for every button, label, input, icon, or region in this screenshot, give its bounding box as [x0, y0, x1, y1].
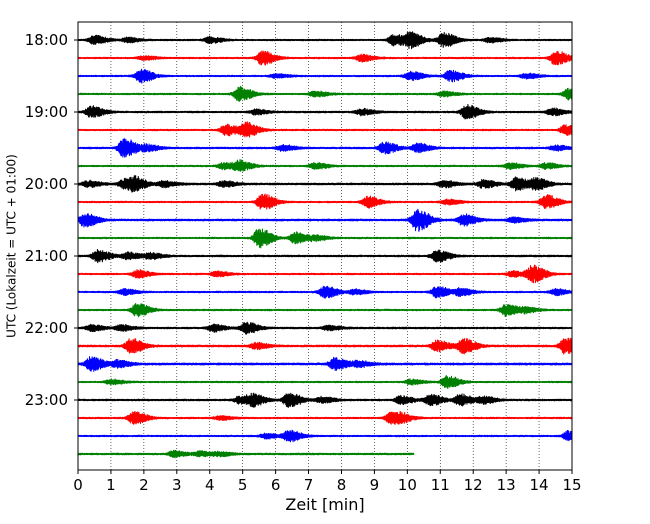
- x-tick-label-9: 9: [370, 476, 380, 494]
- x-tick-label-7: 7: [304, 476, 314, 494]
- trace-layer: [77, 31, 573, 459]
- x-tick-label-4: 4: [205, 476, 215, 494]
- y-tick-label-2200: 22:00: [25, 319, 68, 337]
- x-tick-label-13: 13: [497, 476, 516, 494]
- x-tick-label-12: 12: [464, 476, 483, 494]
- trace-2030: [77, 208, 573, 232]
- x-tick-label-11: 11: [431, 476, 450, 494]
- x-tick-label-15: 15: [562, 476, 581, 494]
- y-tick-label-1900: 19:00: [25, 103, 68, 121]
- plot-frame: [77, 21, 573, 471]
- x-tick-label-6: 6: [271, 476, 281, 494]
- trace-2015: [77, 193, 573, 210]
- trace-2045: [77, 228, 573, 249]
- trace-2200: [77, 321, 573, 335]
- trace-2330: [77, 429, 573, 443]
- trace-2145: [77, 302, 573, 318]
- x-tick-label-10: 10: [398, 476, 417, 494]
- trace-2130: [77, 285, 573, 299]
- trace-2000: [77, 175, 573, 193]
- x-axis-ticks: 0 1 2 3 4 5 6 7 8 9 10 11 12 13 14 15: [73, 470, 582, 494]
- y-axis-ticks: 18:00 19:00 20:00 21:00 22:00 23:00: [25, 31, 78, 409]
- trace-1945: [77, 159, 573, 172]
- x-tick-label-5: 5: [238, 476, 248, 494]
- x-tick-label-0: 0: [73, 476, 83, 494]
- trace-2215: [77, 337, 573, 355]
- trace-1900: [77, 104, 573, 120]
- y-axis-label: UTC (Lokalzeit = UTC + 01:00): [5, 154, 19, 338]
- y-tick-label-2300: 23:00: [25, 391, 68, 409]
- trace-1815: [77, 50, 573, 66]
- x-tick-label-3: 3: [172, 476, 182, 494]
- x-tick-label-14: 14: [530, 476, 549, 494]
- trace-2300: [77, 392, 573, 408]
- trace-2245: [77, 375, 573, 390]
- y-tick-label-1800: 18:00: [25, 31, 68, 49]
- x-axis-label: Zeit [min]: [285, 495, 364, 514]
- trace-2315: [77, 410, 573, 425]
- trace-2345: [77, 449, 415, 459]
- trace-2115: [77, 264, 573, 284]
- trace-1930: [77, 138, 573, 158]
- trace-1800: [77, 31, 573, 50]
- trace-2100: [77, 248, 573, 264]
- trace-1845: [77, 85, 573, 102]
- y-tick-label-2000: 20:00: [25, 175, 68, 193]
- x-tick-label-2: 2: [139, 476, 149, 494]
- x-tick-label-1: 1: [106, 476, 116, 494]
- y-tick-label-2100: 21:00: [25, 247, 68, 265]
- trace-2230: [77, 356, 573, 372]
- trace-1915: [77, 121, 573, 138]
- trace-1830: [77, 68, 573, 84]
- x-tick-label-8: 8: [337, 476, 347, 494]
